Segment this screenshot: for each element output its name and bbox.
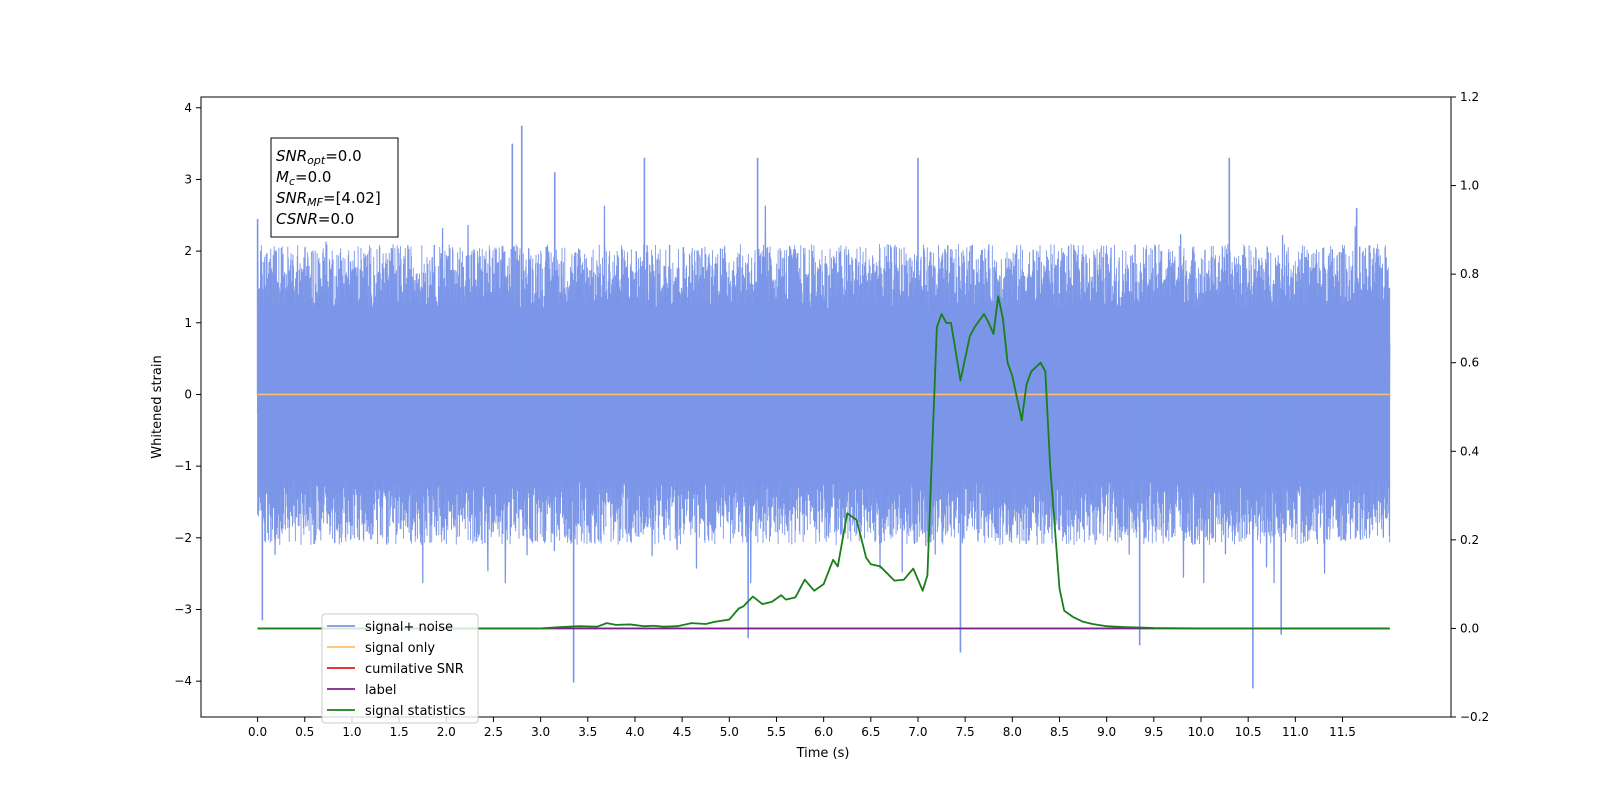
x-tick-label: 1.5 (390, 725, 409, 739)
y-tick-label: 1 (184, 316, 192, 330)
y2-tick-label: 0.6 (1460, 356, 1479, 370)
x-tick-label: 11.0 (1282, 725, 1309, 739)
x-tick-label: 7.0 (908, 725, 927, 739)
y-tick-label: −3 (174, 602, 192, 616)
y-tick-label: −4 (174, 674, 192, 688)
y2-tick-label: −0.2 (1460, 710, 1489, 724)
info-box-frame (270, 137, 399, 238)
x-tick-label: 10.0 (1188, 725, 1215, 739)
y-tick-label: 2 (184, 244, 192, 258)
y2-tick-label: 0.4 (1460, 444, 1479, 458)
y-axis-left: 4 3 2 1 0 −1 −2 −3 −4 (174, 101, 201, 688)
x-tick-label: 0.5 (295, 725, 314, 739)
x-tick-label: 8.5 (1050, 725, 1069, 739)
x-tick-label: 1.0 (342, 725, 361, 739)
info-line: SNRMF=[4.02] (276, 189, 381, 209)
x-tick-label: 6.5 (861, 725, 880, 739)
x-tick-label: 2.0 (437, 725, 456, 739)
x-tick-label: 6.0 (814, 725, 833, 739)
x-tick-label: 5.5 (767, 725, 786, 739)
x-tick-label: 7.5 (956, 725, 975, 739)
legend-label: signal only (365, 641, 435, 656)
y-tick-label: 0 (184, 387, 192, 401)
legend-label: cumilative SNR (365, 662, 464, 677)
y2-tick-label: 0.8 (1460, 267, 1479, 281)
series-line-signal-statistics (257, 295, 1390, 630)
x-tick-label: 0.0 (248, 725, 267, 739)
x-tick-label: 4.5 (673, 725, 692, 739)
x-tick-label: 5.0 (720, 725, 739, 739)
legend-label: label (365, 683, 396, 698)
legend-label: signal statistics (365, 704, 466, 719)
y2-tick-label: 1.0 (1460, 179, 1479, 193)
plot-frame (200, 96, 1452, 718)
legend-frame (321, 613, 479, 724)
x-tick-label: 3.0 (531, 725, 550, 739)
signal-noise-series (256, 125, 1391, 689)
y-axis-right: 1.2 1.0 0.8 0.6 0.4 0.2 0.0 −0.2 (1451, 90, 1489, 724)
y2-tick-label: 1.2 (1460, 90, 1479, 104)
x-tick-label: 9.0 (1097, 725, 1116, 739)
info-line: CSNR=0.0 (276, 210, 354, 228)
info-line: Mc=0.0 (276, 168, 331, 188)
legend-label: signal+ noise (365, 620, 453, 635)
y2-tick-label: 0.2 (1460, 533, 1479, 547)
x-tick-label: 2.5 (484, 725, 503, 739)
x-tick-label: 4.0 (625, 725, 644, 739)
y-tick-label: 3 (184, 172, 192, 186)
y-tick-label: −1 (174, 459, 192, 473)
x-tick-label: 3.5 (578, 725, 597, 739)
y-tick-label: 4 (184, 101, 192, 115)
x-axis: 0.0 0.5 1.0 1.5 2.0 2.5 3.0 3.5 4.0 4.5 5.0 5.5 6.0 6… (248, 717, 1356, 739)
x-tick-label: 8.0 (1003, 725, 1022, 739)
signal-noise-band (257, 243, 1391, 545)
x-tick-label: 11.5 (1329, 725, 1356, 739)
x-tick-label: 10.5 (1235, 725, 1262, 739)
x-tick-label: 9.5 (1144, 725, 1163, 739)
legend: signal+ noise signal only cumilative SNR la… (321, 613, 479, 724)
info-line: SNRopt=0.0 (276, 147, 362, 167)
x-axis-label: Time (s) (796, 746, 850, 761)
y-tick-label: −2 (174, 531, 192, 545)
y-axis-label: Whitened strain (150, 355, 165, 458)
y2-tick-label: 0.0 (1460, 621, 1479, 635)
